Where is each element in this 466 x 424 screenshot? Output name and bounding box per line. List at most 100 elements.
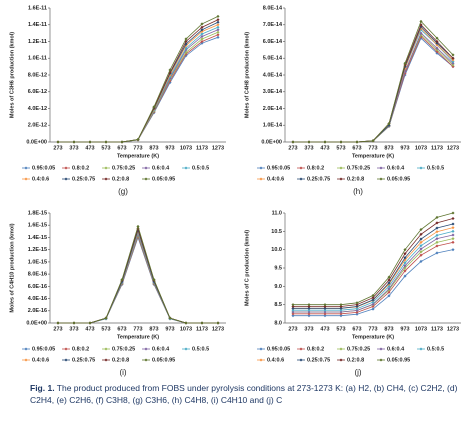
series-line bbox=[58, 225, 218, 324]
y-tick-label: 1.0E-11 bbox=[28, 56, 47, 62]
legend-label: 0.5:0.5 bbox=[427, 346, 444, 352]
legend-label: 0.05:0.95 bbox=[152, 176, 175, 182]
point bbox=[451, 216, 455, 221]
x-tick-label: 373 bbox=[69, 326, 78, 332]
point bbox=[323, 312, 327, 316]
x-tick-label: 673 bbox=[352, 145, 361, 151]
x-tick-label: 373 bbox=[304, 145, 313, 151]
point bbox=[435, 251, 439, 255]
point bbox=[371, 296, 375, 300]
series-line bbox=[58, 233, 218, 324]
legend-label: 0.25:0.75 bbox=[307, 176, 330, 182]
x-tick-label: 873 bbox=[149, 145, 158, 151]
caption: Fig. 1. The product produced from FOBS u… bbox=[30, 382, 460, 406]
point bbox=[136, 224, 140, 229]
legend-marker bbox=[104, 358, 108, 362]
legend-label: 0.05:0.95 bbox=[387, 357, 410, 363]
point bbox=[451, 248, 455, 252]
point bbox=[387, 294, 391, 298]
series-line bbox=[293, 29, 454, 143]
legend-marker bbox=[299, 177, 303, 181]
point bbox=[56, 140, 60, 144]
point bbox=[371, 304, 375, 309]
x-tick-label: 773 bbox=[368, 326, 377, 332]
series-line bbox=[293, 35, 454, 143]
point bbox=[307, 140, 311, 144]
point bbox=[451, 211, 455, 215]
point bbox=[387, 284, 391, 288]
legend-marker bbox=[379, 177, 383, 181]
point bbox=[435, 221, 439, 225]
point bbox=[387, 275, 391, 279]
legend-label: 0.75:0.25 bbox=[347, 346, 370, 352]
point bbox=[371, 293, 375, 298]
y-tick-label: 4.0E-14 bbox=[263, 72, 283, 78]
point bbox=[307, 306, 311, 310]
y-axis-title: Moles of C4H10 production (kmol) bbox=[9, 223, 15, 312]
y-tick-label: 8.5 bbox=[274, 302, 282, 308]
series-line bbox=[293, 212, 454, 306]
point bbox=[355, 301, 359, 305]
point bbox=[323, 303, 327, 307]
series-line bbox=[58, 236, 218, 324]
legend-marker bbox=[64, 166, 68, 170]
point bbox=[184, 321, 188, 325]
point bbox=[339, 140, 343, 144]
point bbox=[216, 18, 220, 22]
x-axis-title: Temperature (K) bbox=[352, 334, 394, 340]
x-tick-label: 1173 bbox=[431, 326, 443, 332]
legend-marker bbox=[339, 177, 343, 181]
point bbox=[339, 306, 343, 310]
legend-label: 0.6:0.4 bbox=[152, 165, 170, 171]
legend-label: 0.4:0.6 bbox=[32, 176, 49, 182]
legend-label: 0.6:0.4 bbox=[387, 165, 405, 171]
x-tick-label: 1173 bbox=[431, 145, 443, 151]
x-tick-label: 873 bbox=[149, 326, 158, 332]
legend-label: 0.95:0.05 bbox=[32, 346, 55, 352]
point bbox=[451, 237, 455, 241]
x-tick-label: 973 bbox=[400, 145, 409, 151]
series-line bbox=[58, 24, 219, 143]
series-line bbox=[58, 234, 218, 324]
x-tick-label: 1273 bbox=[447, 326, 459, 332]
point bbox=[355, 307, 359, 311]
point bbox=[451, 229, 455, 233]
y-tick-label: 1.8E-15 bbox=[28, 210, 47, 216]
point bbox=[419, 232, 423, 236]
point bbox=[323, 308, 327, 312]
point bbox=[419, 259, 423, 263]
y-tick-label: 5.0E-14 bbox=[263, 56, 283, 62]
x-tick-label: 573 bbox=[336, 145, 345, 151]
legend-marker bbox=[184, 166, 188, 170]
y-tick-label: 1.0E-14 bbox=[263, 123, 283, 129]
y-tick-label: 0.0E+00 bbox=[26, 139, 47, 145]
x-tick-label: 273 bbox=[288, 326, 297, 332]
series-line bbox=[293, 218, 454, 307]
point bbox=[200, 321, 204, 325]
legend-marker bbox=[24, 347, 28, 351]
legend-marker bbox=[64, 177, 68, 181]
legend-label: 0.75:0.25 bbox=[112, 165, 135, 171]
point bbox=[435, 230, 439, 234]
point bbox=[307, 314, 311, 318]
legend-marker bbox=[259, 177, 263, 181]
y-tick-label: 0.0E+00 bbox=[26, 320, 47, 326]
y-tick-label: 2.0E-12 bbox=[28, 123, 47, 129]
y-tick-label: 10.5 bbox=[271, 229, 282, 235]
legend-marker bbox=[379, 347, 383, 351]
legend-marker bbox=[104, 166, 108, 170]
legend-label: 0.25:0.75 bbox=[72, 176, 95, 182]
x-tick-label: 273 bbox=[53, 145, 62, 151]
legend-label: 0.95:0.05 bbox=[32, 165, 55, 171]
series-line bbox=[58, 34, 219, 143]
charts: 0.0E+00 2.0E-12 4.0E-12 6.0E-12 8.0E-12 1.0E-… bbox=[9, 5, 461, 377]
legend-label: 0.2:0.8 bbox=[112, 176, 129, 182]
x-tick-label: 1173 bbox=[196, 326, 208, 332]
point bbox=[355, 304, 359, 309]
point bbox=[88, 321, 92, 325]
x-tick-label: 673 bbox=[117, 145, 126, 151]
y-axis-title: Moles of C production (kmol) bbox=[244, 230, 250, 306]
x-tick-label: 1073 bbox=[415, 326, 427, 332]
legend-marker bbox=[24, 166, 28, 170]
legend-marker bbox=[379, 166, 383, 170]
